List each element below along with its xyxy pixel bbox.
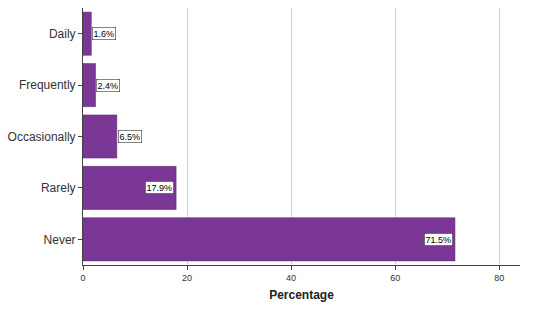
svg-text:17.9%: 17.9% xyxy=(147,183,173,193)
svg-text:2.4%: 2.4% xyxy=(98,81,119,91)
svg-text:Never: Never xyxy=(44,233,76,247)
svg-text:Rarely: Rarely xyxy=(41,181,76,195)
svg-text:60: 60 xyxy=(390,273,400,283)
svg-text:Daily: Daily xyxy=(49,27,76,41)
svg-text:Frequently: Frequently xyxy=(19,78,76,92)
svg-text:20: 20 xyxy=(182,273,192,283)
svg-text:80: 80 xyxy=(494,273,504,283)
svg-text:1.6%: 1.6% xyxy=(94,29,115,39)
svg-text:Occasionally: Occasionally xyxy=(8,130,76,144)
svg-text:6.5%: 6.5% xyxy=(120,132,141,142)
svg-text:Percentage: Percentage xyxy=(269,288,334,302)
svg-text:71.5%: 71.5% xyxy=(426,235,452,245)
svg-text:0: 0 xyxy=(80,273,85,283)
svg-text:40: 40 xyxy=(286,273,296,283)
